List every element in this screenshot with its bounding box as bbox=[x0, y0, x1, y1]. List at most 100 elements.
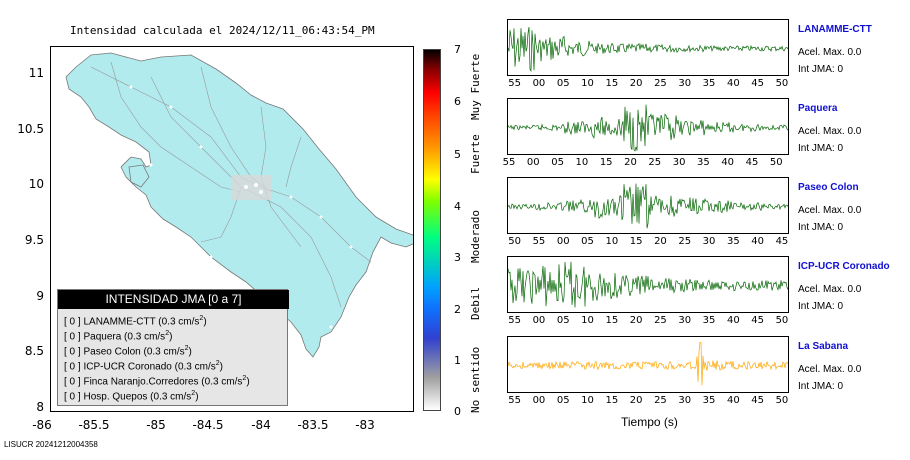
station-intensity: Int JMA: 0 bbox=[798, 64, 844, 75]
map-ytick: 10 bbox=[28, 177, 44, 191]
intensity-legend: INTENSIDAD JMA [0 a 7] [ 0 ] LANAMME-CTT… bbox=[57, 289, 289, 406]
map-ytick: 10.5 bbox=[17, 122, 44, 136]
time-tick: 40 bbox=[726, 315, 740, 326]
station-name[interactable]: La Sabana bbox=[798, 341, 849, 352]
time-tick: 40 bbox=[751, 236, 764, 247]
time-tick: 40 bbox=[726, 395, 740, 406]
time-tick: 30 bbox=[702, 236, 716, 247]
legend-row: [ 0 ] Finca Naranjo.Corredores (0.3 cm/s… bbox=[64, 375, 250, 388]
seismogram-time-ticks: 55 00 05 10 15 20 25 30 35 40 45 50 bbox=[499, 78, 789, 90]
time-tick: 20 bbox=[629, 395, 643, 406]
seismogram-time-ticks: 55 00 05 10 15 20 25 30 35 40 45 50 bbox=[499, 315, 789, 327]
time-tick: 15 bbox=[629, 236, 643, 247]
time-tick: 10 bbox=[605, 236, 619, 247]
time-tick: 05 bbox=[556, 315, 570, 326]
station-accel: Acel. Max. 0.0 bbox=[798, 47, 862, 58]
time-tick: 35 bbox=[702, 395, 716, 406]
map-ytick: 8.5 bbox=[24, 344, 44, 358]
seismogram-waveform bbox=[508, 261, 788, 308]
map-ytick: 11 bbox=[28, 66, 44, 80]
colorbar-label: Muy Fuerte bbox=[469, 53, 482, 120]
time-tick: 55 bbox=[508, 78, 521, 89]
seismogram-plot bbox=[507, 256, 789, 313]
time-tick: 45 bbox=[745, 157, 759, 168]
map-xtick: -84 bbox=[251, 418, 271, 432]
seismogram-plot bbox=[507, 336, 789, 393]
station-accel: Acel. Max. 0.0 bbox=[798, 364, 862, 375]
map-xtick: -84.5 bbox=[192, 418, 224, 432]
time-tick: 00 bbox=[526, 157, 540, 168]
time-tick: 15 bbox=[605, 315, 619, 326]
station-name[interactable]: LANAMME-CTT bbox=[798, 24, 872, 35]
time-tick: 25 bbox=[654, 78, 667, 89]
nicoya-island bbox=[128, 164, 150, 188]
map-ytick: 9.5 bbox=[24, 233, 44, 247]
station-intensity: Int JMA: 0 bbox=[798, 143, 844, 154]
colorbar-tick: 6 bbox=[454, 95, 461, 108]
seismogram-time-ticks: 55 00 05 10 15 20 25 30 35 40 45 50 bbox=[499, 395, 789, 407]
waveform-trace bbox=[508, 183, 788, 229]
legend-row: [ 0 ] Paseo Colon (0.3 cm/s2) bbox=[64, 345, 192, 358]
station-accel: Acel. Max. 0.0 bbox=[798, 126, 862, 137]
time-tick: 15 bbox=[605, 395, 619, 406]
time-tick: 10 bbox=[581, 315, 594, 326]
colorbar-tick: 0 bbox=[454, 405, 461, 418]
time-tick: 25 bbox=[654, 315, 667, 326]
legend-header: INTENSIDAD JMA [0 a 7] bbox=[58, 290, 289, 309]
map-ytick: 9 bbox=[36, 289, 44, 303]
map-title: Intensidad calculada el 2024/12/11_06:43… bbox=[70, 24, 375, 37]
time-tick: 50 bbox=[775, 315, 789, 326]
seismogram-time-ticks: 50 55 00 05 10 15 20 25 30 35 40 45 bbox=[499, 236, 789, 248]
station-name[interactable]: ICP-UCR Coronado bbox=[798, 261, 890, 272]
station-accel: Acel. Max. 0.0 bbox=[798, 284, 862, 295]
time-tick: 35 bbox=[697, 157, 710, 168]
station-name[interactable]: Paseo Colon bbox=[798, 182, 859, 193]
time-tick: 50 bbox=[508, 236, 521, 247]
city-points bbox=[129, 85, 353, 329]
map-xtick: -86 bbox=[32, 418, 52, 432]
time-tick: 20 bbox=[624, 157, 637, 168]
time-tick: 05 bbox=[556, 395, 570, 406]
station-name[interactable]: Paquera bbox=[798, 103, 838, 114]
time-tick: 00 bbox=[556, 236, 570, 247]
time-tick: 15 bbox=[599, 157, 613, 168]
intensity-colorbar bbox=[423, 49, 441, 411]
time-tick: 40 bbox=[721, 157, 735, 168]
time-tick: 05 bbox=[581, 236, 594, 247]
time-tick: 25 bbox=[678, 236, 692, 247]
footer-id: LISUCR 20241212004358 bbox=[4, 440, 98, 449]
seismogram-waveform bbox=[508, 26, 788, 73]
colorbar-tick: 4 bbox=[454, 200, 461, 213]
seismogram-plot bbox=[507, 177, 789, 234]
station-intensity: Int JMA: 0 bbox=[798, 301, 844, 312]
map-xtick: -83.5 bbox=[297, 418, 329, 432]
map-xtick: -83 bbox=[355, 418, 375, 432]
time-tick: 20 bbox=[629, 315, 643, 326]
time-tick: 20 bbox=[629, 78, 643, 89]
time-tick: 15 bbox=[605, 78, 619, 89]
seismogram-waveform bbox=[508, 183, 788, 229]
map-xtick: -85.5 bbox=[78, 418, 110, 432]
legend-row: [ 0 ] Paquera (0.3 cm/s2) bbox=[64, 330, 173, 343]
seismogram-time-ticks: 55 00 05 10 15 20 25 30 35 40 45 50 bbox=[499, 157, 789, 169]
costa-rica-map bbox=[65, 52, 413, 358]
map-xtick: -85 bbox=[146, 418, 166, 432]
time-tick: 55 bbox=[502, 157, 516, 168]
time-tick: 10 bbox=[575, 157, 589, 168]
waveform-trace bbox=[508, 104, 788, 152]
map-ytick: 8 bbox=[36, 400, 44, 414]
time-tick: 30 bbox=[678, 315, 692, 326]
time-tick: 50 bbox=[769, 157, 783, 168]
colorbar-tick: 3 bbox=[454, 251, 461, 264]
time-tick: 55 bbox=[508, 315, 521, 326]
colorbar-label: Debil bbox=[469, 286, 482, 320]
legend-row: [ 0 ] Hosp. Quepos (0.3 cm/s2) bbox=[64, 390, 199, 403]
time-tick: 10 bbox=[581, 78, 594, 89]
colorbar-label: No sentido bbox=[469, 346, 482, 413]
seismogram-waveform bbox=[508, 341, 788, 386]
time-tick: 35 bbox=[726, 236, 740, 247]
time-tick: 30 bbox=[672, 157, 686, 168]
time-tick: 30 bbox=[678, 78, 692, 89]
colorbar-tick: 5 bbox=[454, 148, 461, 161]
time-tick: 20 bbox=[654, 236, 667, 247]
